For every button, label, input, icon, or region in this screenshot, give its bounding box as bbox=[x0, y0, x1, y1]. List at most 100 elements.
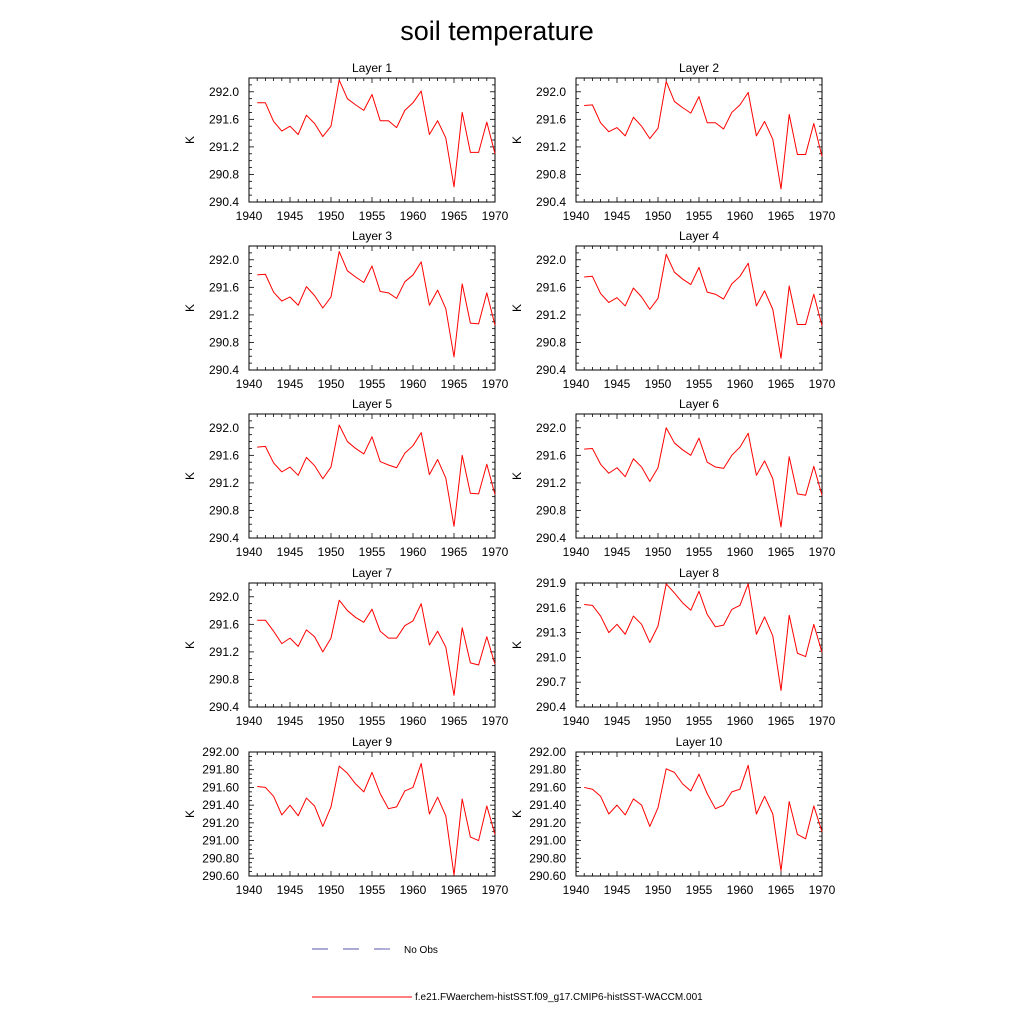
panel-layer-7: Layer 7 K 1940 1945 1950 1955 1960 1965 1970 290.… bbox=[183, 566, 509, 728]
panel-title: Layer 5 bbox=[352, 397, 392, 411]
y-tick-label: 291.40 bbox=[202, 798, 239, 812]
series-line bbox=[257, 251, 496, 358]
plot-frame bbox=[248, 751, 496, 877]
x-tick-label: 1965 bbox=[441, 714, 468, 728]
y-tick-label: 290.80 bbox=[529, 851, 566, 865]
x-tick-label: 1960 bbox=[727, 377, 754, 391]
x-tick-label: 1955 bbox=[686, 209, 713, 223]
y-tick-label: 291.00 bbox=[202, 834, 239, 848]
panel-layer-1: Layer 1 K 1940 1945 1950 1955 1960 1965 1970 290.… bbox=[183, 61, 509, 223]
panel-title: Layer 2 bbox=[679, 61, 719, 75]
x-tick-label: 1965 bbox=[441, 883, 468, 897]
x-tick-label: 1960 bbox=[400, 883, 427, 897]
series-line bbox=[584, 427, 823, 528]
y-tick-label: 291.6 bbox=[209, 112, 239, 126]
x-tick-label: 1950 bbox=[318, 545, 345, 559]
y-tick-label: 291.20 bbox=[529, 816, 566, 830]
y-axis-label: K bbox=[510, 472, 524, 480]
x-tick-label: 1940 bbox=[236, 545, 263, 559]
plot-frame bbox=[575, 751, 823, 877]
y-axis-label: K bbox=[183, 472, 197, 480]
y-tick-label: 291.3 bbox=[536, 626, 566, 640]
x-tick-label: 1955 bbox=[686, 377, 713, 391]
y-tick-label: 290.8 bbox=[209, 167, 239, 181]
plot-frame bbox=[248, 413, 496, 539]
legend: No Obs f.e21.FWaerchem-histSST.f09_g17.C… bbox=[312, 945, 703, 1003]
x-tick-label: 1950 bbox=[318, 209, 345, 223]
x-tick-label: 1955 bbox=[359, 883, 386, 897]
x-tick-label: 1940 bbox=[236, 714, 263, 728]
panels: Layer 1 K 1940 1945 1950 1955 1960 1965 1970 290.… bbox=[183, 61, 836, 897]
series-line bbox=[584, 583, 823, 691]
y-tick-label: 290.4 bbox=[209, 531, 239, 545]
y-tick-label: 292.00 bbox=[202, 745, 239, 759]
x-tick-label: 1940 bbox=[236, 209, 263, 223]
x-tick-label: 1940 bbox=[563, 714, 590, 728]
y-tick-label: 290.4 bbox=[209, 363, 239, 377]
y-tick-label: 290.4 bbox=[536, 700, 566, 714]
y-tick-label: 291.00 bbox=[529, 834, 566, 848]
y-tick-label: 290.8 bbox=[536, 503, 566, 517]
x-tick-label: 1965 bbox=[768, 545, 795, 559]
x-tick-label: 1940 bbox=[563, 883, 590, 897]
y-tick-label: 292.0 bbox=[536, 253, 566, 267]
y-axis-label: K bbox=[510, 641, 524, 649]
y-tick-label: 291.6 bbox=[536, 280, 566, 294]
series-line bbox=[257, 763, 496, 876]
x-tick-label: 1940 bbox=[563, 545, 590, 559]
panel-layer-5: Layer 5 K 1940 1945 1950 1955 1960 1965 1970 290.… bbox=[183, 397, 509, 559]
y-axis-label: K bbox=[183, 304, 197, 312]
series-line bbox=[584, 253, 823, 359]
panel-layer-6: Layer 6 K 1940 1945 1950 1955 1960 1965 1970 290.… bbox=[510, 397, 836, 559]
y-tick-label: 291.2 bbox=[209, 308, 239, 322]
y-tick-label: 291.80 bbox=[202, 763, 239, 777]
x-tick-label: 1960 bbox=[727, 714, 754, 728]
y-tick-label: 291.2 bbox=[536, 140, 566, 154]
x-tick-label: 1960 bbox=[400, 377, 427, 391]
x-tick-label: 1945 bbox=[277, 714, 304, 728]
y-tick-label: 291.6 bbox=[209, 617, 239, 631]
y-axis-label: K bbox=[510, 810, 524, 818]
y-axis-label: K bbox=[183, 641, 197, 649]
y-tick-label: 291.6 bbox=[536, 601, 566, 615]
series-line bbox=[257, 599, 496, 696]
x-tick-label: 1960 bbox=[727, 545, 754, 559]
y-tick-label: 290.4 bbox=[536, 195, 566, 209]
x-tick-label: 1950 bbox=[318, 377, 345, 391]
plot-frame bbox=[575, 245, 823, 371]
x-tick-label: 1950 bbox=[318, 883, 345, 897]
x-tick-label: 1955 bbox=[686, 714, 713, 728]
y-tick-label: 292.0 bbox=[209, 85, 239, 99]
x-tick-label: 1945 bbox=[604, 714, 631, 728]
x-tick-label: 1960 bbox=[400, 545, 427, 559]
y-tick-label: 291.6 bbox=[209, 280, 239, 294]
x-tick-label: 1940 bbox=[563, 209, 590, 223]
x-tick-label: 1940 bbox=[236, 377, 263, 391]
y-tick-label: 291.2 bbox=[209, 140, 239, 154]
panel-title: Layer 7 bbox=[352, 566, 392, 580]
x-tick-label: 1955 bbox=[686, 545, 713, 559]
x-tick-label: 1945 bbox=[604, 545, 631, 559]
x-tick-label: 1950 bbox=[645, 377, 672, 391]
x-tick-label: 1970 bbox=[809, 377, 836, 391]
panel-layer-2: Layer 2 K 1940 1945 1950 1955 1960 1965 1970 290.… bbox=[510, 61, 836, 223]
x-tick-label: 1965 bbox=[441, 209, 468, 223]
panel-layer-9: Layer 9 K 1940 1945 1950 1955 1960 1965 1970 290.… bbox=[183, 735, 509, 897]
panel-title: Layer 1 bbox=[352, 61, 392, 75]
x-tick-label: 1970 bbox=[809, 545, 836, 559]
x-tick-label: 1960 bbox=[727, 209, 754, 223]
y-tick-label: 290.80 bbox=[202, 851, 239, 865]
y-tick-label: 290.7 bbox=[536, 675, 566, 689]
y-tick-label: 291.2 bbox=[536, 308, 566, 322]
x-tick-label: 1950 bbox=[318, 714, 345, 728]
y-tick-label: 292.0 bbox=[536, 85, 566, 99]
y-tick-label: 291.6 bbox=[536, 112, 566, 126]
plot-frame bbox=[248, 77, 496, 203]
figure-title: soil temperature bbox=[400, 16, 594, 46]
y-tick-label: 291.2 bbox=[209, 645, 239, 659]
x-tick-label: 1945 bbox=[277, 883, 304, 897]
x-tick-label: 1970 bbox=[482, 209, 509, 223]
series-line bbox=[584, 764, 823, 872]
y-tick-label: 291.2 bbox=[209, 476, 239, 490]
